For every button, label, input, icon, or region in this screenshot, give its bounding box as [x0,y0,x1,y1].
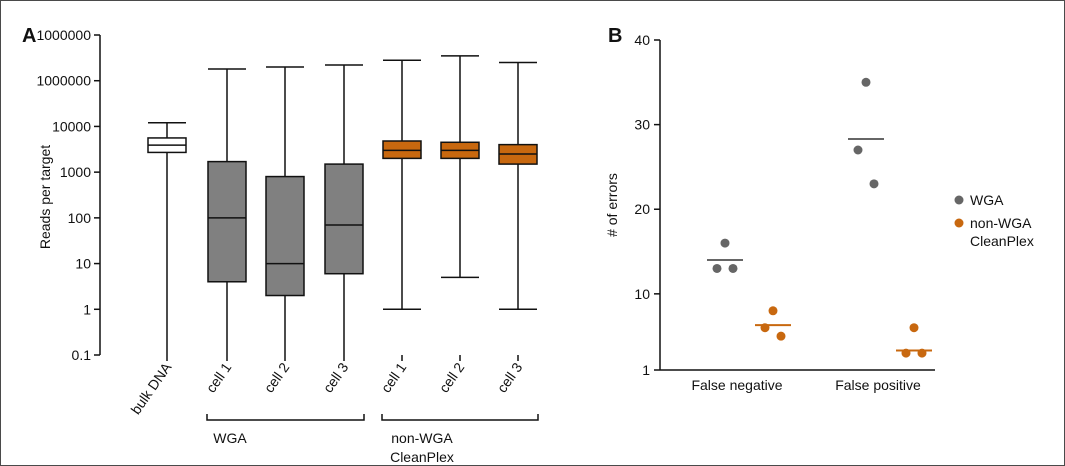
panel-a-group-brackets: WGA non-WGA CleanPlex [206,414,539,465]
panel-a-letter: A [22,25,36,47]
box-body [324,163,364,275]
point-cleanplex [901,348,911,358]
box-bulk-0 [147,122,187,355]
panel-b-y-tick-label: 10 [634,286,650,302]
point-cleanplex [760,323,770,333]
point-wga [720,238,730,248]
panel-a-y-tick-label: 1 [83,301,91,317]
panel-b-y-label: # of errors [604,173,620,237]
panel-a-y-axis: 0.1 1 10 100 1000 10000 1000000 1000000 [36,27,101,363]
panel-a-category-label: cell 1 [378,359,410,395]
box-wga-1 [207,68,247,355]
point-cleanplex [768,306,778,316]
panel-b-y-tick-label: 20 [634,201,650,217]
point-wga [712,263,722,273]
legend-marker-wga [954,195,964,205]
panel-a-y-label: Reads per target [37,145,53,249]
legend-label-cleanplex-line1: non-WGA [970,215,1032,231]
panel-a-y-tick-label: 1000000 [36,73,91,89]
group-label-cleanplex-line2: CleanPlex [390,449,454,465]
panel-a-y-tick-label: 1000 [60,164,91,180]
panel-b-y-tick-label: 30 [634,117,650,133]
panel-b-category-label: False positive [835,377,921,393]
bracket-wga [206,414,365,421]
group-label-cleanplex-line1: non-WGA [391,430,453,446]
panel-a-category-label: cell 1 [203,359,235,395]
panel-b-y-axis: 1 10 20 30 40 False negative False positive [634,32,935,393]
point-cleanplex [917,348,927,358]
group-label-wga: WGA [213,430,247,446]
panel-a-y-tick-label: 0.1 [72,347,92,363]
panel-a-y-tick-label: 1000000 [36,27,91,43]
point-cleanplex [909,323,919,333]
panel-a-y-tick-label: 10 [75,256,91,272]
box-body [207,160,247,283]
panel-b-y-tick-label: 1 [642,362,650,378]
box-clean-5 [440,55,480,279]
panel-b-legend: WGA non-WGA CleanPlex [954,192,1034,249]
panel-a-category-labels: bulk DNA cell 1 cell 2 cell 3 cell 1 cell 2 ce… [127,355,526,417]
legend-marker-cleanplex [954,218,964,228]
legend-label-cleanplex-line2: CleanPlex [970,233,1034,249]
box-wga-2 [265,66,305,355]
bracket-cleanplex [381,414,539,421]
point-wga [853,145,863,155]
panel-a: A Reads per target 0.1 1 10 100 1000 10000 100… [22,25,539,465]
panel-a-boxes [147,55,538,355]
box-body [265,175,305,297]
panel-a-category-label: cell 3 [494,359,526,395]
point-wga [728,263,738,273]
panel-a-category-label: cell 2 [436,359,468,395]
panel-b-letter: B [608,25,622,47]
panel-b: B # of errors 1 10 20 30 40 False negative Fal… [604,25,1034,393]
panel-b-category-label: False negative [691,377,782,393]
panel-b-points [707,77,932,358]
panel-a-y-tick-label: 10000 [52,118,91,134]
legend-label-wga: WGA [970,192,1004,208]
panel-a-category-label: bulk DNA [127,359,174,417]
panel-b-y-tick-label: 40 [634,32,650,48]
box-wga-3 [324,64,364,355]
point-wga [861,77,871,87]
panel-a-y-tick-label: 100 [68,210,92,226]
box-clean-4 [382,59,422,311]
panel-a-category-label: cell 2 [261,359,293,395]
box-clean-6 [498,61,538,311]
panel-a-category-label: cell 3 [320,359,352,395]
point-cleanplex [776,331,786,341]
point-wga [869,179,879,189]
